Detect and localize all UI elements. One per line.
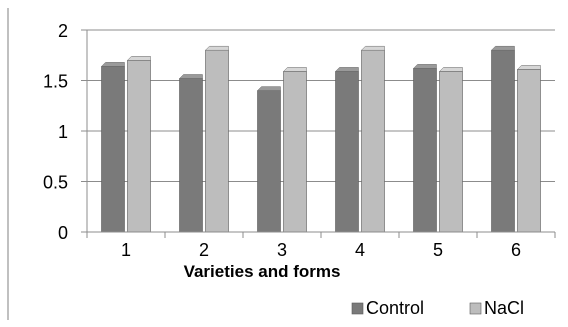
bar-top [412, 64, 437, 69]
bar-body [439, 71, 463, 233]
bar-nacl [516, 65, 541, 233]
legend-swatch [351, 302, 364, 315]
bar-nacl [282, 67, 307, 233]
legend-label: NaCl [484, 298, 524, 318]
bar-body [413, 68, 437, 233]
bar-top [360, 45, 385, 51]
y-tick-label: 1 [58, 122, 68, 142]
bar-body [179, 78, 203, 233]
bar-nacl [438, 67, 463, 233]
bar-top [490, 45, 515, 51]
bar-body [257, 90, 281, 233]
y-tick-label: 0 [58, 223, 68, 243]
bar-control [490, 45, 515, 233]
bar-top [126, 56, 151, 61]
bar-top [282, 67, 307, 72]
bar-top [334, 67, 359, 72]
bar-control [334, 67, 359, 233]
bar-body [361, 49, 385, 233]
bar-control [100, 62, 125, 233]
x-tick-label: 3 [277, 240, 287, 260]
bar-body [335, 71, 359, 233]
legend: Control NaCl [351, 298, 524, 318]
x-axis-title: Varieties and forms [184, 262, 341, 281]
x-axis-ticks: 1 2 3 4 5 6 [86, 232, 556, 260]
bar-top [256, 86, 281, 91]
bar-nacl [204, 45, 229, 233]
x-tick-label: 2 [199, 240, 209, 260]
legend-item-nacl: NaCl [469, 298, 524, 318]
bar-body [517, 69, 541, 233]
y-tick-label: 2 [58, 21, 68, 41]
bar-body [127, 59, 151, 233]
bar-top [516, 65, 541, 70]
gridlines [87, 29, 555, 182]
y-axis-ticks: 0 0.5 1 1.5 2 [43, 21, 87, 243]
bar-nacl [360, 45, 385, 233]
y-tick-label: 0.5 [43, 173, 68, 193]
bar-top [178, 74, 203, 79]
bar-top [438, 67, 463, 72]
bar-body [101, 66, 125, 233]
legend-item-control: Control [351, 298, 424, 318]
bar-control [412, 64, 437, 233]
x-tick-label: 5 [433, 240, 443, 260]
legend-label: Control [366, 298, 424, 318]
legend-swatch [469, 302, 482, 315]
y-tick-label: 1.5 [43, 72, 68, 92]
bar-top [204, 45, 229, 51]
bar-top [100, 62, 125, 67]
x-tick-label: 6 [511, 240, 521, 260]
bar-control [256, 86, 281, 233]
bars [100, 45, 541, 233]
bar-nacl [126, 56, 151, 233]
bar-body [283, 71, 307, 233]
x-tick-label: 1 [121, 240, 131, 260]
bar-control [178, 74, 203, 233]
x-tick-label: 4 [355, 240, 365, 260]
bar-body [491, 49, 515, 233]
bar-body [205, 49, 229, 233]
